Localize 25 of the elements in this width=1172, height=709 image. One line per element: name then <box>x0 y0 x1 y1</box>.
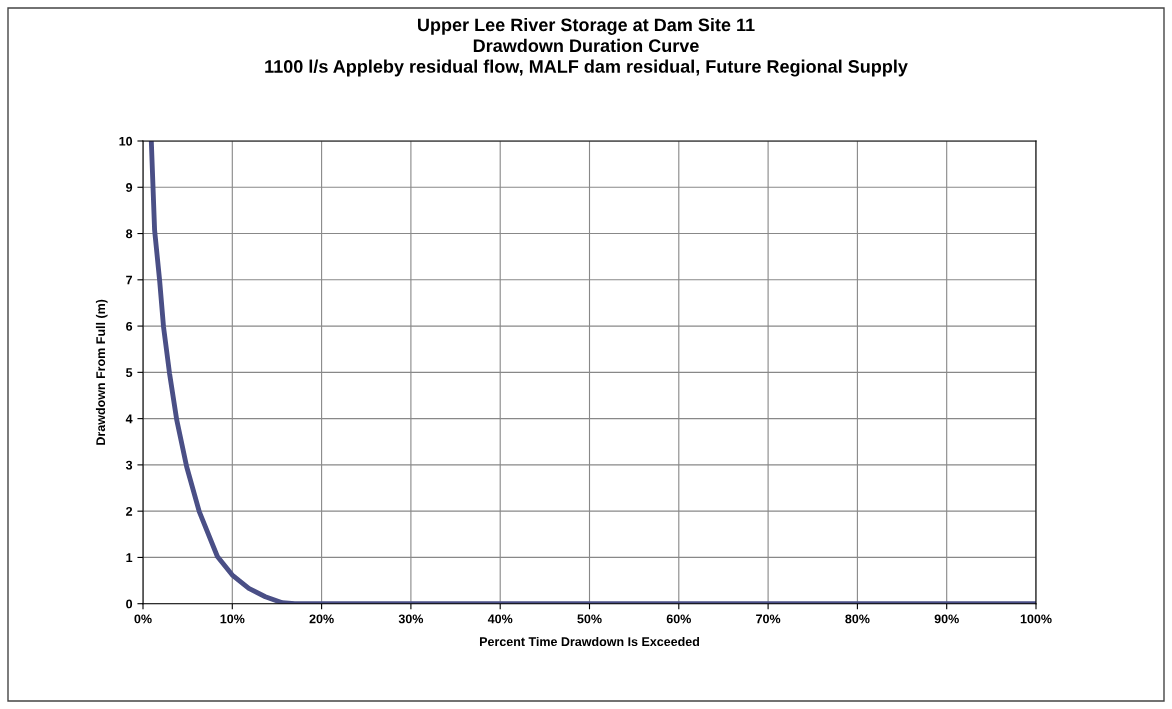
x-axis-title: Percent Time Drawdown Is Exceeded <box>480 636 700 647</box>
x-tick-label: 90% <box>934 614 959 624</box>
y-tick-label: 2 <box>126 506 133 516</box>
y-tick-label: 1 <box>126 553 133 562</box>
x-tick-label: 30% <box>398 614 424 624</box>
x-tick-label: 10% <box>220 614 245 624</box>
x-tick-label: 0% <box>134 614 152 624</box>
x-tick-label: 80% <box>845 614 870 624</box>
y-tick-label: 4 <box>125 414 133 424</box>
y-tick-label: 5 <box>126 368 133 377</box>
x-tick-label: 60% <box>666 614 691 624</box>
y-tick-label: 8 <box>126 229 133 239</box>
y-tick-label: 6 <box>126 321 133 331</box>
y-tick-label: 0 <box>126 599 133 609</box>
x-tick-label: 40% <box>487 614 513 624</box>
y-tick-label: 7 <box>126 275 133 285</box>
y-tick-label: 9 <box>126 183 133 192</box>
x-tick-label: 20% <box>309 614 334 624</box>
y-tick-label: 10 <box>119 136 133 146</box>
x-tick-label: 70% <box>756 614 781 624</box>
chart-title: Upper Lee River Storage at Dam Site 11 Drawdown Duration Curve 1100 l/s Appleby residual flow, MALF dam residual, Future Regional Supply <box>265 18 908 77</box>
x-tick-label: 50% <box>577 614 602 624</box>
y-tick-label: 3 <box>125 460 133 470</box>
y-axis-title: Drawdown From Full (m) <box>95 299 108 445</box>
x-tick-label: 100% <box>1020 614 1052 624</box>
